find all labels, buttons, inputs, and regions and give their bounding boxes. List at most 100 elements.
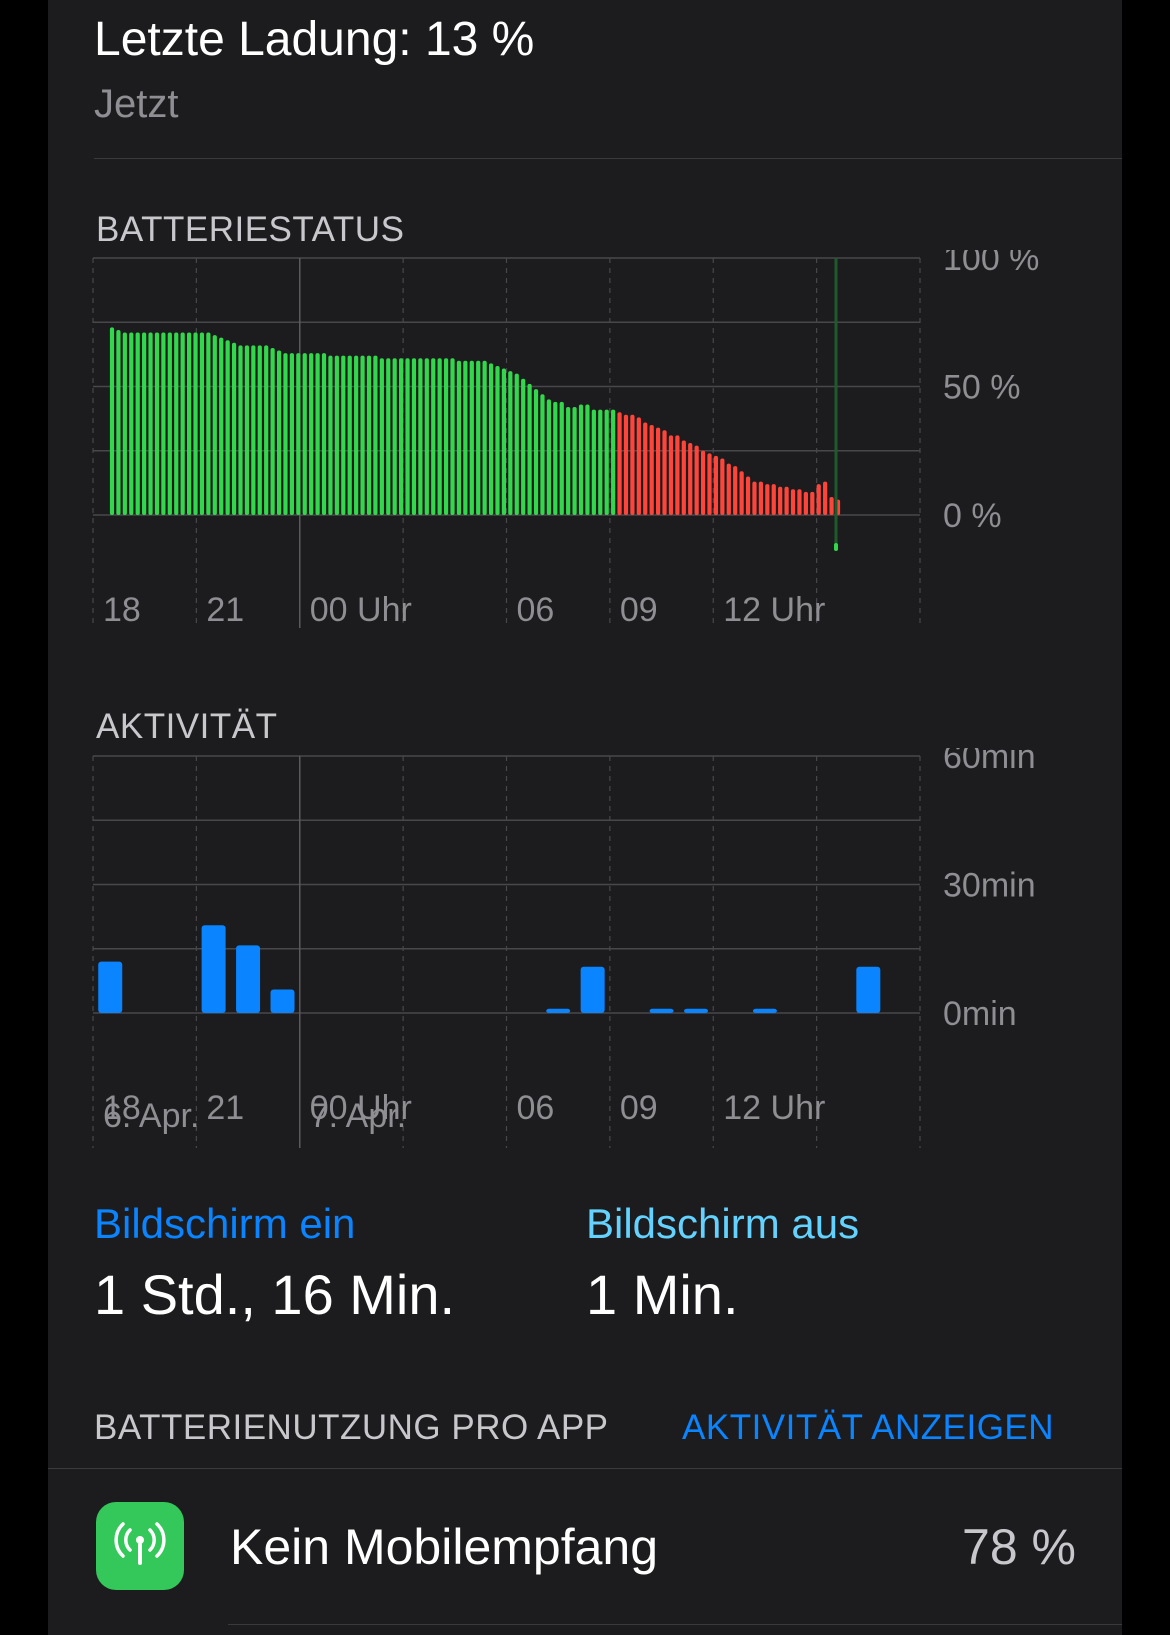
x-tick-label: 18 (103, 1089, 141, 1127)
y-tick-label: 60min (943, 748, 1036, 776)
battery-bar (790, 489, 796, 515)
battery-bar (829, 497, 834, 515)
screen-off-label: Bildschirm aus (586, 1200, 860, 1247)
battery-bar (546, 399, 551, 515)
app-percent: 78 % (962, 1519, 1076, 1575)
battery-bar (675, 435, 680, 515)
activity-bar (546, 1008, 571, 1013)
battery-bar (315, 353, 320, 515)
last-charge-time: Jetzt (94, 82, 179, 126)
battery-bar (604, 409, 609, 515)
activity-bar (236, 945, 261, 1013)
battery-bar (206, 332, 211, 515)
battery-bar (289, 353, 294, 515)
activity-bar (270, 989, 295, 1013)
battery-bar (386, 358, 391, 515)
battery-bar (643, 422, 648, 515)
battery-bar (328, 355, 333, 515)
charge-marker-dot (834, 543, 838, 551)
antenna-icon (96, 1502, 184, 1590)
battery-bar (418, 358, 423, 515)
x-tick-label: 18 (103, 591, 141, 629)
battery-bar (129, 332, 134, 515)
battery-bar (598, 409, 603, 515)
battery-bar (373, 355, 378, 515)
screen-on-label: Bildschirm ein (94, 1200, 356, 1247)
activity-bar (201, 925, 226, 1013)
battery-bar (225, 340, 230, 515)
battery-bar (199, 332, 205, 515)
battery-bar (135, 332, 140, 515)
battery-bar (270, 347, 275, 515)
battery-bar (482, 360, 487, 515)
battery-bar (559, 401, 564, 515)
battery-bar (700, 450, 706, 515)
battery-bar (212, 335, 217, 515)
y-tick-label: 50 % (943, 369, 1021, 407)
battery-bar (399, 358, 404, 515)
battery-bar (193, 332, 198, 515)
battery-bar (707, 453, 712, 515)
battery-bar (585, 404, 590, 515)
battery-bar (514, 373, 519, 515)
date-label: 6. Apr. (103, 1097, 199, 1135)
battery-bar (739, 471, 744, 515)
battery-bar (495, 365, 500, 515)
activity-bar (580, 966, 605, 1013)
battery-bar (347, 355, 352, 515)
battery-bar (810, 491, 815, 515)
x-tick-label: 21 (206, 1089, 244, 1127)
battery-bar (424, 358, 429, 515)
app-usage-row[interactable]: Kein Mobilempfang 78 % (48, 1470, 1122, 1625)
battery-bar (623, 414, 629, 515)
battery-bar (476, 360, 481, 515)
battery-bar (533, 389, 539, 515)
divider (94, 158, 1122, 159)
x-tick-label: 06 (517, 1089, 555, 1127)
battery-status-label: BATTERIESTATUS (96, 210, 405, 249)
battery-bar (745, 476, 751, 515)
battery-bar (334, 355, 339, 515)
battery-bar (694, 445, 699, 515)
battery-bar (456, 360, 462, 515)
date-label: 7. Apr. (310, 1097, 406, 1135)
battery-bar (366, 355, 372, 515)
activity-bar (752, 1008, 777, 1013)
battery-bar (142, 332, 147, 515)
y-tick-label: 30min (943, 867, 1036, 905)
battery-bar (360, 355, 365, 515)
battery-bar (803, 491, 808, 515)
battery-bar (469, 360, 474, 515)
battery-bar (784, 486, 789, 515)
battery-bar (572, 407, 577, 515)
battery-bar (816, 484, 821, 515)
battery-bar (726, 463, 731, 515)
battery-bar (527, 383, 532, 515)
activity-bar (98, 961, 123, 1013)
battery-bar (257, 345, 262, 515)
battery-bar (656, 427, 661, 515)
battery-bar (566, 407, 571, 515)
x-tick-label: 12 Uhr (723, 591, 825, 629)
y-tick-label: 0min (943, 995, 1017, 1033)
battery-bar (823, 481, 828, 515)
x-tick-label: 00 Uhr (310, 1089, 412, 1127)
activity-chart[interactable]: 60min 30min 0min 18 21 00 Uhr 06 09 12 Uhr 6. Apr… (48, 748, 1122, 1168)
battery-chart[interactable]: 100 % 50 % 0 % 18 21 00 Uhr 06 09 12 Uhr (48, 250, 1122, 670)
battery-bar (578, 404, 584, 515)
battery-bar (591, 409, 596, 515)
show-activity-button[interactable]: AKTIVITÄT ANZEIGEN (682, 1408, 1055, 1447)
battery-bar (443, 358, 449, 515)
battery-bar (521, 378, 526, 515)
battery-bar (713, 455, 719, 515)
battery-panel: Letzte Ladung: 13 % Jetzt BATTERIESTATUS… (48, 0, 1122, 1635)
x-tick-label: 06 (517, 591, 555, 629)
activity-bar (684, 1008, 709, 1013)
battery-bar (463, 360, 468, 515)
battery-bar (302, 353, 307, 515)
battery-bar (411, 358, 417, 515)
battery-bar (405, 358, 410, 515)
battery-bar (431, 358, 436, 515)
battery-bar (720, 458, 725, 515)
battery-bar (341, 355, 346, 515)
